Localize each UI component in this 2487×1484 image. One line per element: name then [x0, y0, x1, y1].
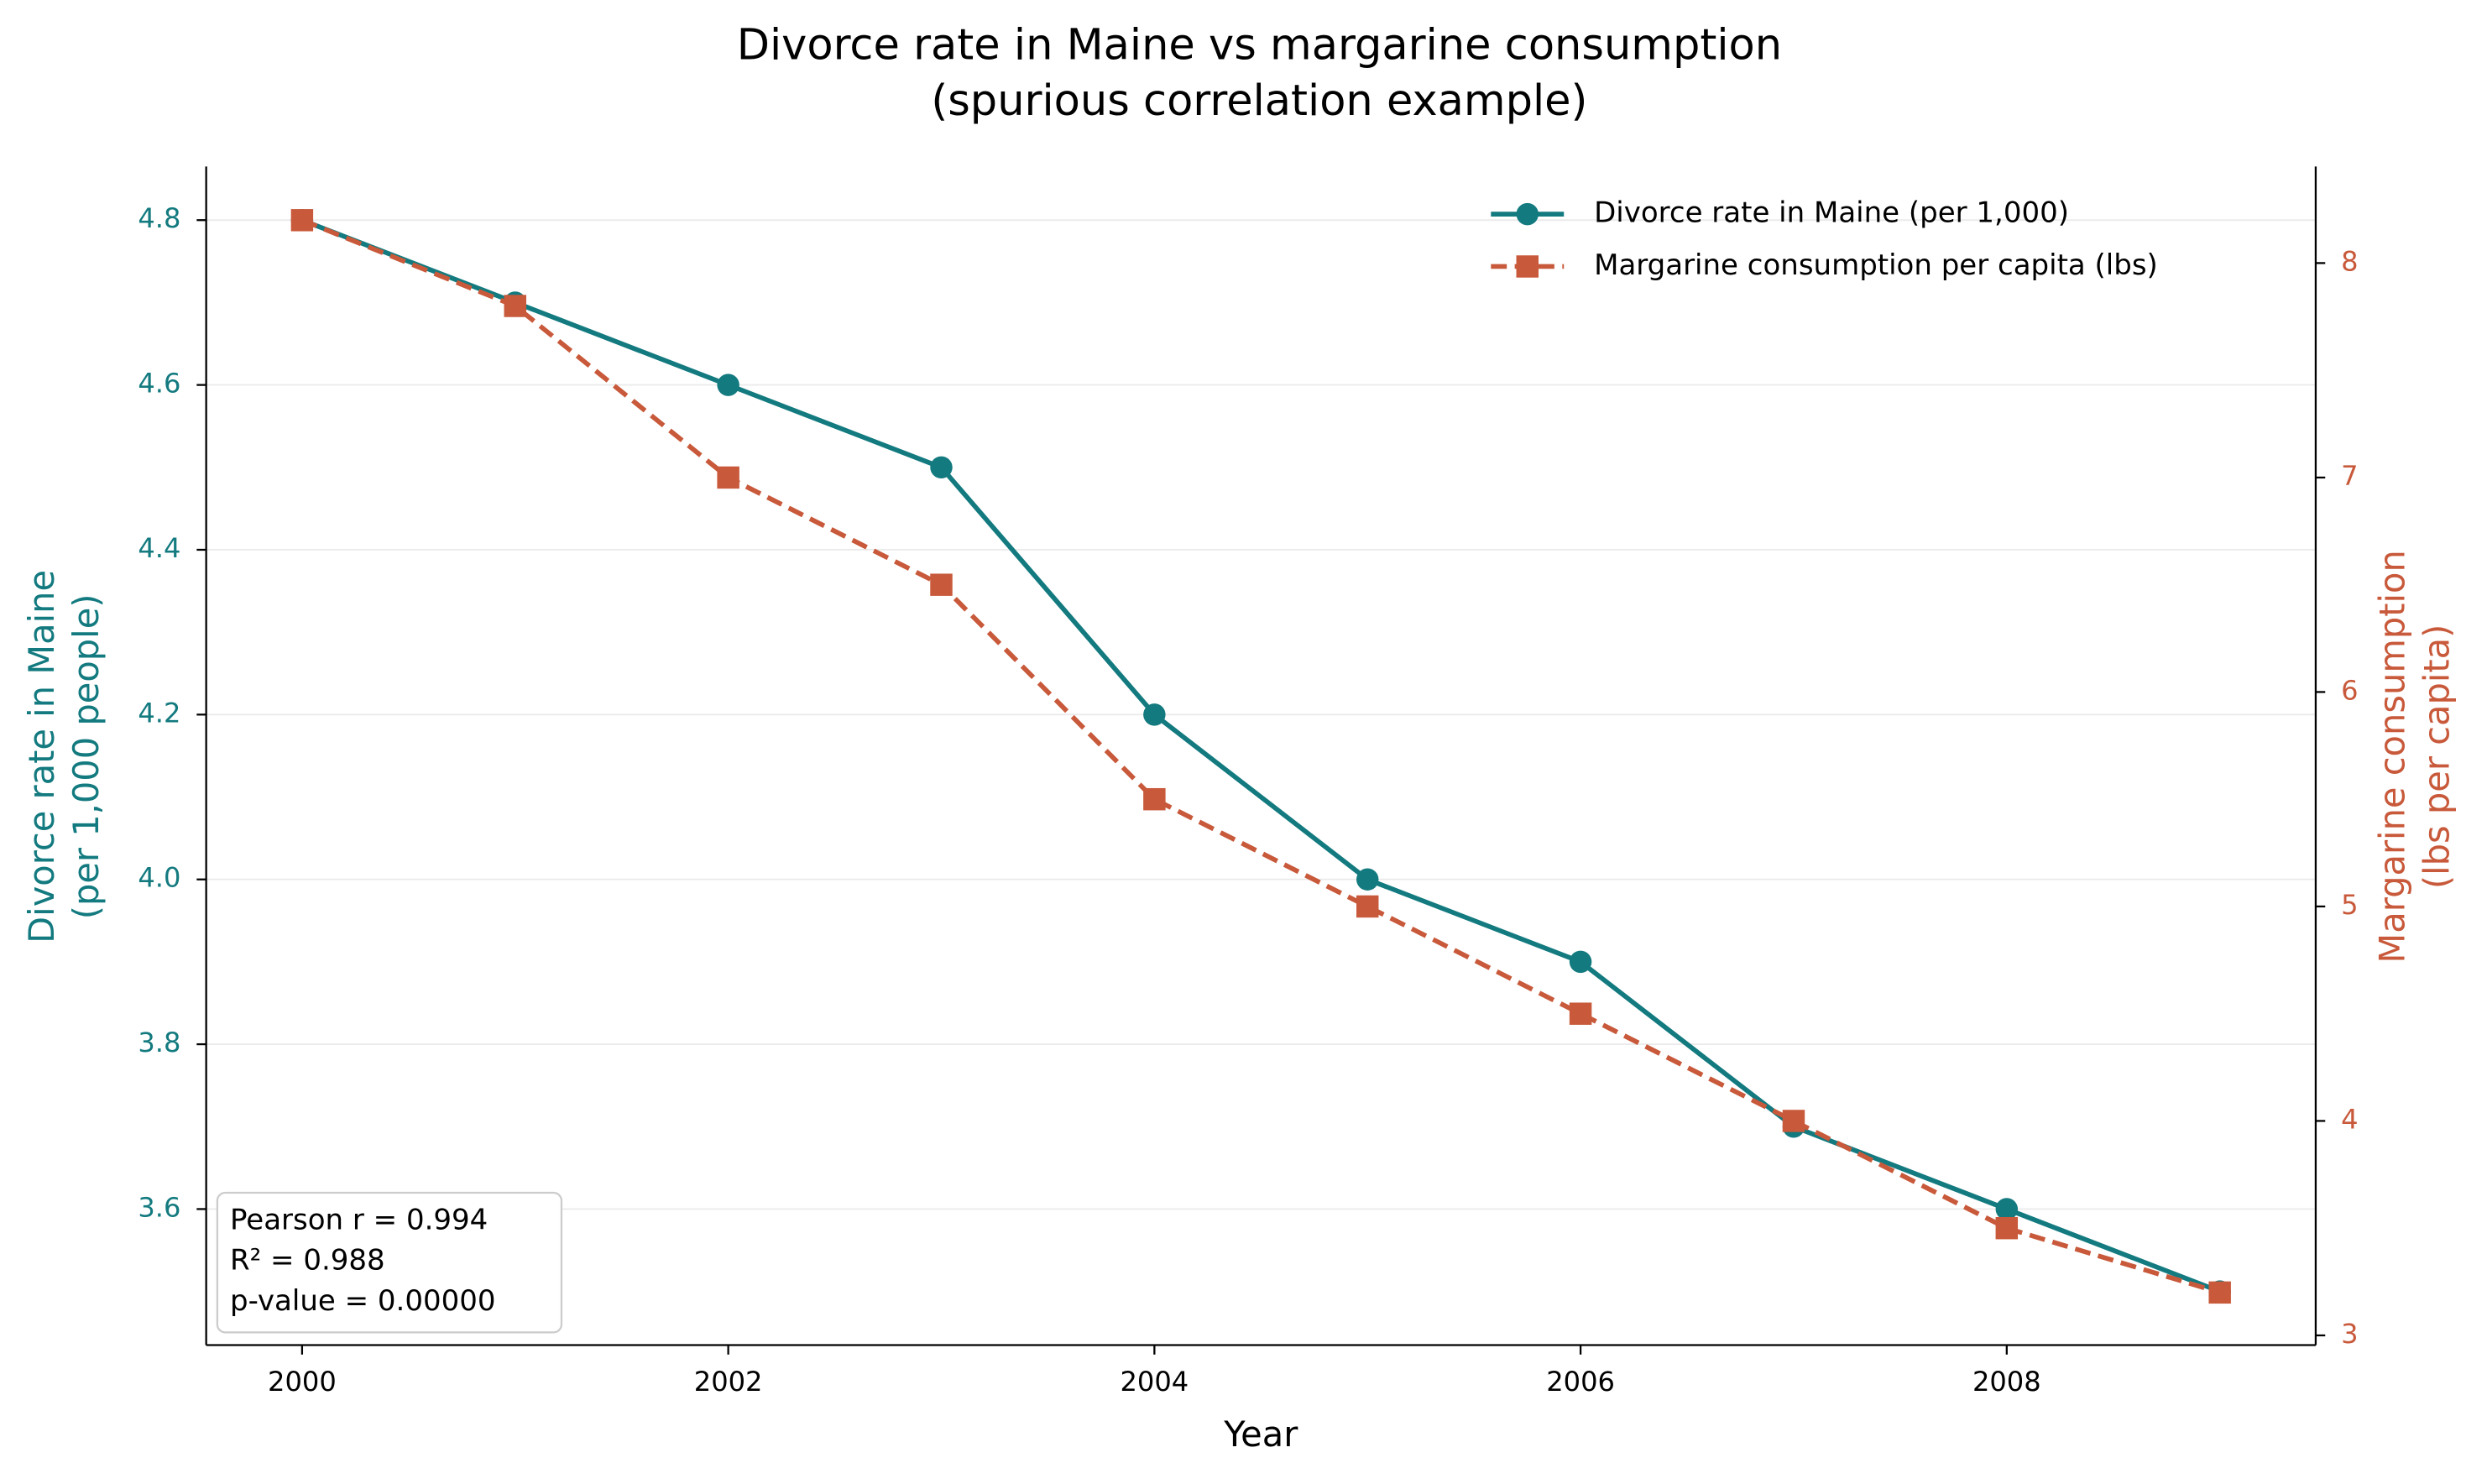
data-point: [930, 573, 953, 596]
data-point: [1356, 868, 1379, 891]
annotation-text: p-value = 0.00000: [230, 1284, 496, 1318]
legend-label: Divorce rate in Maine (per 1,000): [1594, 196, 2069, 230]
y2-axis-label: Margarine consumption: [2371, 550, 2412, 963]
y2-tick-label: 4: [2341, 1103, 2358, 1135]
data-point: [1356, 895, 1379, 918]
x-axis-label: Year: [1223, 1413, 1298, 1455]
annotation-box: [216, 1191, 563, 1334]
data-point: [504, 295, 526, 317]
y2-tick-label: 8: [2341, 245, 2358, 277]
y-tick-label: 4.6: [138, 368, 180, 400]
chart-subtitle: (spurious correlation example): [931, 76, 1587, 126]
y-tick-label: 4.2: [138, 697, 180, 729]
y2-axis-label: (lbs per capita): [2416, 624, 2457, 890]
series-line: [300, 217, 2221, 1294]
data-point: [717, 466, 739, 489]
data-point: [2208, 1281, 2231, 1304]
y-axis-label: (per 1,000 people): [65, 594, 107, 920]
legend-marker: [1516, 202, 1539, 226]
data-point: [1569, 950, 1592, 974]
data-point: [1995, 1198, 2019, 1220]
y-tick-label: 4.0: [138, 862, 180, 894]
x-tick-label: 2004: [1120, 1366, 1189, 1398]
data-point: [1143, 703, 1166, 726]
data-point: [1569, 1002, 1592, 1025]
annotation-text: R² = 0.988: [230, 1244, 385, 1278]
x-tick-label: 2002: [694, 1366, 763, 1398]
y-tick-label: 3.8: [138, 1027, 180, 1058]
y-tick-label: 4.8: [138, 202, 180, 234]
y-tick-label: 3.6: [138, 1191, 180, 1223]
legend-marker: [1516, 255, 1539, 278]
data-point: [290, 209, 314, 232]
y2-tick-label: 7: [2341, 460, 2358, 492]
x-tick-label: 2000: [268, 1366, 337, 1398]
data-point: [930, 456, 953, 479]
series-line: [300, 217, 2221, 1295]
annotation-text: Pearson r = 0.994: [230, 1204, 488, 1237]
y2-tick-label: 3: [2341, 1318, 2358, 1350]
y-tick-label: 4.4: [138, 532, 180, 564]
legend-label: Margarine consumption per capita (lbs): [1594, 248, 2158, 282]
chart-title: Divorce rate in Maine vs margarine consu…: [737, 21, 1782, 71]
y2-tick-label: 6: [2341, 674, 2358, 706]
y-axis-label: Divorce rate in Maine: [21, 570, 62, 943]
x-tick-label: 2006: [1546, 1366, 1615, 1398]
data-point: [1143, 787, 1166, 811]
data-point: [717, 374, 739, 396]
y2-tick-label: 5: [2341, 889, 2358, 921]
x-tick-label: 2008: [1972, 1366, 2041, 1398]
data-point: [1782, 1110, 1805, 1132]
data-point: [1995, 1216, 2019, 1240]
